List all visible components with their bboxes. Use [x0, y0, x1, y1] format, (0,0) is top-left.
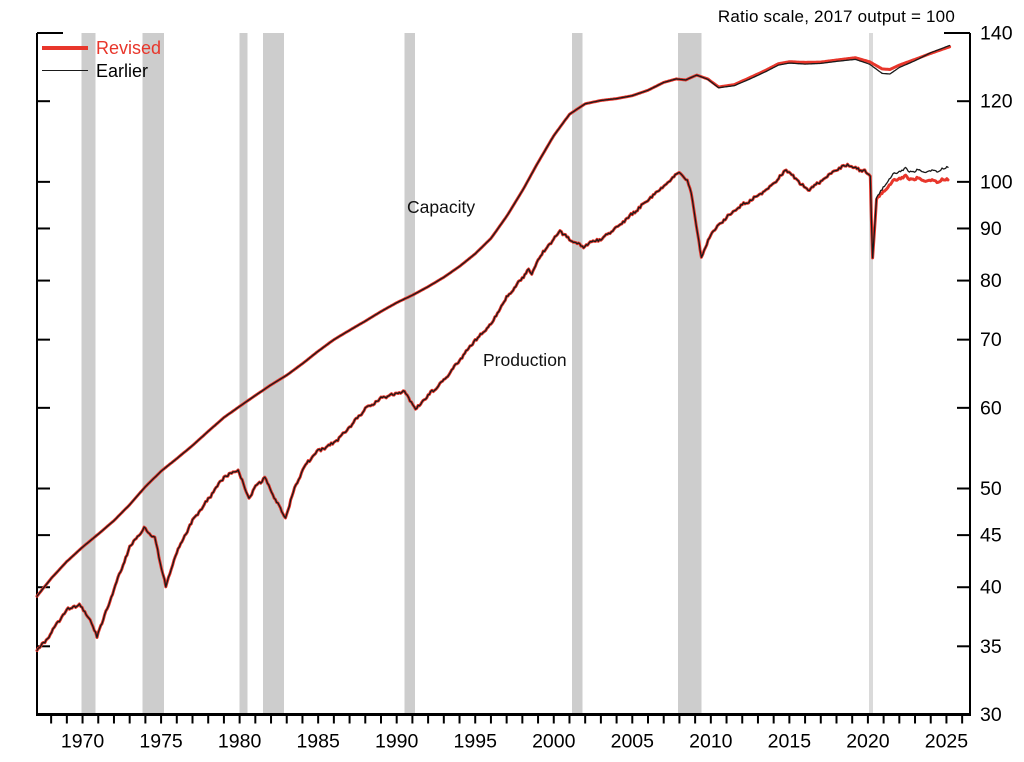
legend-label-revised: Revised	[96, 37, 162, 58]
production-series-label: Production	[483, 350, 567, 370]
recession-band	[572, 33, 583, 715]
recession-band	[404, 33, 416, 715]
x-tick-label: 2025	[925, 731, 969, 753]
y-tick-label: 140	[980, 23, 1013, 45]
recession-band	[263, 33, 285, 715]
x-tick-label: 1990	[375, 731, 419, 753]
legend: Revised Earlier	[42, 36, 161, 82]
y-tick-label: 90	[980, 218, 1002, 240]
legend-item-revised: Revised	[42, 36, 161, 59]
y-tick-label: 50	[980, 478, 1002, 500]
capacity-series-label: Capacity	[407, 197, 476, 217]
x-tick-label: 2000	[532, 731, 576, 753]
earlier-line-swatch	[42, 70, 88, 71]
recession-band	[239, 33, 248, 715]
legend-label-earlier: Earlier	[96, 60, 149, 81]
x-tick-label: 2015	[768, 731, 812, 753]
recession-band	[678, 33, 702, 715]
y-tick-label: 45	[980, 525, 1002, 547]
y-tick-label: 35	[980, 636, 1002, 658]
y-tick-label: 40	[980, 577, 1002, 599]
x-tick-label: 1970	[61, 731, 105, 753]
legend-item-earlier: Earlier	[42, 59, 161, 82]
x-tick-label: 1985	[296, 731, 340, 753]
y-tick-label: 60	[980, 397, 1002, 419]
y-tick-label: 30	[980, 704, 1002, 726]
y-tick-label: 100	[980, 171, 1013, 193]
x-tick-label: 2005	[611, 731, 655, 753]
recession-band	[869, 33, 874, 715]
x-tick-label: 1995	[454, 731, 498, 753]
y-tick-label: 120	[980, 91, 1013, 113]
x-tick-label: 1975	[139, 731, 183, 753]
chart-title: Ratio scale, 2017 output = 100	[717, 7, 955, 26]
x-tick-label: 1980	[218, 731, 262, 753]
series-line-capacity-earlier	[36, 44, 951, 597]
y-tick-label: 70	[980, 329, 1002, 351]
revised-line-swatch	[42, 45, 88, 50]
series-line-production-earlier	[36, 163, 949, 652]
recession-band	[142, 33, 164, 715]
x-tick-label: 2020	[846, 731, 890, 753]
y-tick-label: 80	[980, 270, 1002, 292]
x-tick-label: 2010	[689, 731, 733, 753]
